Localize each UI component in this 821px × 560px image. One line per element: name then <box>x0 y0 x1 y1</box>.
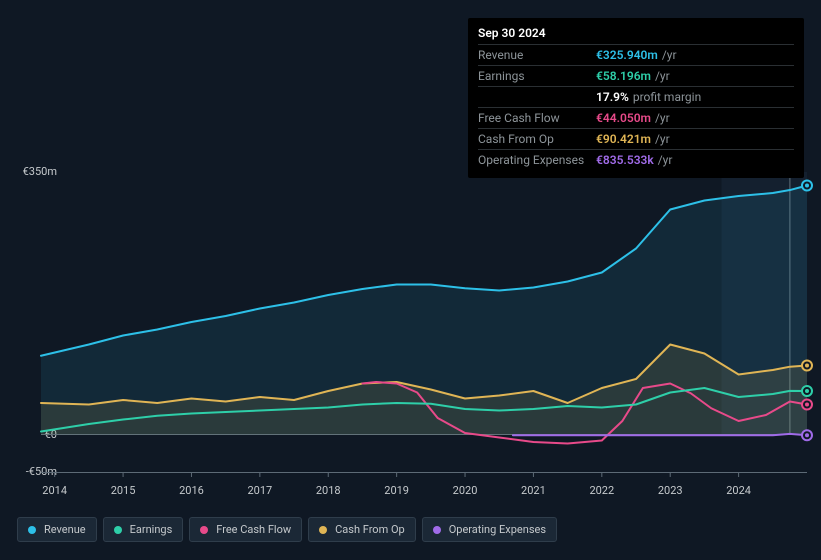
legend-item-free_cash_flow[interactable]: Free Cash Flow <box>189 517 302 542</box>
tooltip-row-value: €90.421m <box>596 131 651 147</box>
legend-item-operating_expenses[interactable]: Operating Expenses <box>422 517 557 542</box>
tooltip-row-value: €44.050m <box>596 110 651 126</box>
x-axis-label: 2021 <box>513 484 553 497</box>
tooltip-row-suffix: /yr <box>662 47 677 63</box>
tooltip-date: Sep 30 2024 <box>478 24 794 44</box>
legend-item-cash_from_op[interactable]: Cash From Op <box>308 517 416 542</box>
tooltip-row-value: 17.9% <box>596 89 629 105</box>
tooltip-row-suffix: profit margin <box>633 89 701 105</box>
x-axis-label: 2022 <box>582 484 622 497</box>
tooltip-row: Revenue€325.940m/yr <box>478 44 794 65</box>
x-axis-label: 2014 <box>35 484 75 497</box>
legend-dot-icon <box>433 526 441 534</box>
legend-label: Revenue <box>44 523 86 536</box>
legend-label: Free Cash Flow <box>216 523 291 536</box>
legend-label: Earnings <box>130 523 173 536</box>
x-axis-label: 2018 <box>308 484 348 497</box>
tooltip-row-suffix: /yr <box>655 110 670 126</box>
chart-plot-area[interactable] <box>41 172 807 472</box>
legend-label: Operating Expenses <box>449 523 546 536</box>
chart-legend: Revenue Earnings Free Cash Flow Cash From O… <box>17 517 557 542</box>
legend-item-revenue[interactable]: Revenue <box>17 517 97 542</box>
tooltip-row: Cash From Op€90.421m/yr <box>478 128 794 149</box>
tooltip-row-label: Operating Expenses <box>478 152 596 168</box>
x-axis-label: 2016 <box>171 484 211 497</box>
x-axis-label: 2023 <box>650 484 690 497</box>
tooltip-row-suffix: /yr <box>658 152 673 168</box>
legend-item-earnings[interactable]: Earnings <box>103 517 184 542</box>
tooltip-row-label: Cash From Op <box>478 131 596 147</box>
legend-dot-icon <box>114 526 122 534</box>
tooltip-row-label: Free Cash Flow <box>478 110 596 126</box>
tooltip-row-suffix: /yr <box>655 68 670 84</box>
tooltip-row: Free Cash Flow€44.050m/yr <box>478 107 794 128</box>
tooltip-row-value: €835.533k <box>596 152 654 168</box>
x-axis-label: 2015 <box>103 484 143 497</box>
tooltip-row: Operating Expenses€835.533k/yr <box>478 149 794 170</box>
legend-dot-icon <box>28 526 36 534</box>
x-axis-label: 2024 <box>719 484 759 497</box>
tooltip-row: Earnings€58.196m/yr <box>478 65 794 86</box>
legend-dot-icon <box>200 526 208 534</box>
x-axis-label: 2017 <box>240 484 280 497</box>
x-axis-label: 2019 <box>377 484 417 497</box>
tooltip-row: 17.9%profit margin <box>478 86 794 107</box>
tooltip-row-label: Revenue <box>478 47 596 63</box>
chart-tooltip: Sep 30 2024 Revenue€325.940m/yrEarnings€… <box>468 18 804 178</box>
tooltip-row-value: €325.940m <box>596 47 658 63</box>
legend-label: Cash From Op <box>335 523 405 536</box>
x-axis-label: 2020 <box>445 484 485 497</box>
tooltip-row-suffix: /yr <box>655 131 670 147</box>
legend-dot-icon <box>319 526 327 534</box>
tooltip-row-label: Earnings <box>478 68 596 84</box>
tooltip-row-value: €58.196m <box>596 68 651 84</box>
